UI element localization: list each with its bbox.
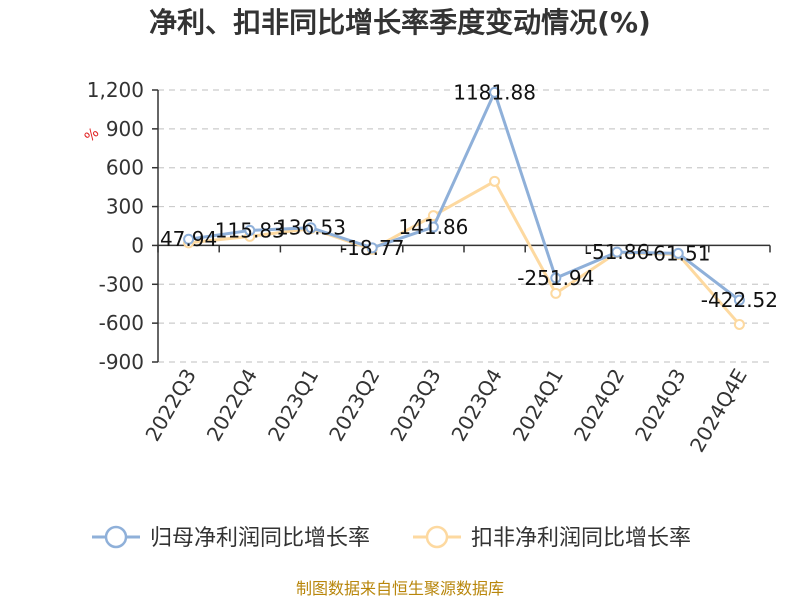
data-point bbox=[733, 318, 745, 330]
y-axis-unit: % bbox=[82, 125, 103, 146]
x-tick-label: 2023Q4 bbox=[446, 364, 506, 445]
x-tick-label: 2024Q4E bbox=[685, 365, 752, 457]
data-label: -251.94 bbox=[517, 266, 594, 290]
data-point bbox=[305, 222, 317, 234]
data-point bbox=[183, 233, 195, 245]
data-label: 136.53 bbox=[276, 216, 346, 240]
x-tick-label: 2023Q3 bbox=[385, 365, 445, 446]
x-tick-label: 2024Q3 bbox=[630, 365, 690, 446]
x-tick-label: 2023Q2 bbox=[324, 365, 384, 446]
data-point bbox=[611, 246, 623, 258]
y-tick-labels: 1,200 900 600 300 0 -300 -600 -900 bbox=[87, 78, 144, 374]
legend-label: 归母净利润同比增长率 bbox=[150, 526, 370, 551]
data-label: -61.51 bbox=[646, 241, 710, 265]
y-tick-label: -900 bbox=[99, 350, 144, 374]
data-label: -18.77 bbox=[340, 236, 404, 260]
data-point bbox=[489, 175, 501, 187]
legend-marker bbox=[104, 525, 128, 549]
x-tick-label: 2024Q2 bbox=[569, 365, 629, 446]
data-label: 141.86 bbox=[398, 215, 468, 239]
legend[interactable]: 归母净利润同比增长率 扣非净利润同比增长率 bbox=[92, 525, 691, 551]
data-point bbox=[550, 287, 562, 299]
y-tick-label: 1,200 bbox=[87, 78, 144, 102]
y-tick-label: 600 bbox=[106, 156, 144, 180]
data-label: 47.94 bbox=[160, 227, 217, 251]
x-tick-labels: 2022Q3 2022Q4 2023Q1 2023Q2 2023Q3 2023Q4 2024… bbox=[140, 364, 751, 456]
grid-lines bbox=[158, 89, 770, 363]
data-label: 115.83 bbox=[215, 218, 285, 242]
legend-label: 扣非净利润同比增长率 bbox=[471, 526, 691, 551]
data-point bbox=[550, 272, 562, 284]
axes bbox=[152, 89, 771, 363]
x-tick-label: 2023Q1 bbox=[263, 365, 323, 446]
x-tick-label: 2024Q1 bbox=[508, 365, 568, 446]
y-tick-label: 0 bbox=[131, 233, 144, 257]
data-point bbox=[244, 224, 256, 236]
data-point bbox=[366, 242, 378, 254]
x-tick-label: 2022Q3 bbox=[140, 365, 200, 446]
chart-title: 净利、扣非同比增长率季度变动情况(%) bbox=[149, 6, 651, 39]
data-label: -422.52 bbox=[701, 288, 778, 312]
source-note: 制图数据来自恒生聚源数据库 bbox=[296, 579, 504, 598]
data-point bbox=[672, 247, 684, 259]
data-point bbox=[427, 221, 439, 233]
y-tick-label: -300 bbox=[99, 272, 144, 296]
series-line bbox=[188, 90, 741, 302]
series-lines bbox=[183, 86, 745, 330]
data-label: 1181.88 bbox=[453, 80, 536, 104]
data-point bbox=[733, 294, 745, 306]
legend-marker bbox=[425, 525, 449, 549]
y-tick-label: 900 bbox=[106, 117, 144, 141]
y-tick-label: 300 bbox=[106, 195, 144, 219]
data-point bbox=[489, 86, 501, 98]
x-tick-label: 2022Q4 bbox=[202, 365, 262, 446]
data-label: -51.86 bbox=[585, 240, 649, 264]
y-tick-label: -600 bbox=[99, 311, 144, 335]
